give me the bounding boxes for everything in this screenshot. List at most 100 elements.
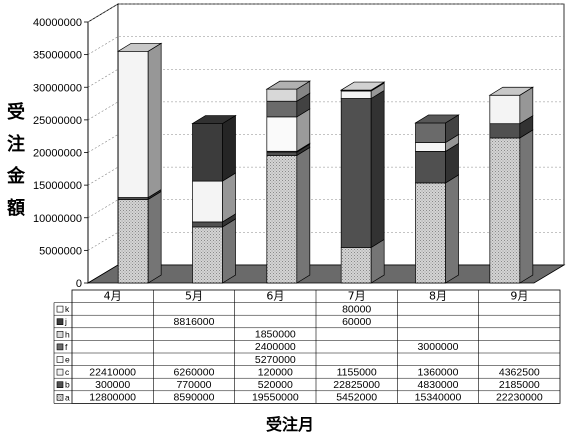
table-cell: 4830000 — [418, 379, 459, 391]
y-tick-label: 10000000 — [33, 213, 82, 225]
table-cell: 8816000 — [174, 316, 215, 328]
legend-swatch-k — [56, 305, 64, 313]
bar-top — [414, 114, 460, 124]
gridline — [87, 36, 564, 55]
category-label: 8月 — [429, 290, 447, 303]
table-cell: 12800000 — [89, 392, 136, 404]
table-cell: 520000 — [258, 379, 293, 391]
table-cell: 80000 — [342, 303, 371, 315]
bar-segment-f — [266, 100, 298, 118]
y-tick-label: 15000000 — [33, 180, 82, 192]
y-tick-label: 35000000 — [33, 50, 82, 62]
bar-stack-1 — [116, 42, 163, 284]
y-axis-ticks: 0 5000000 10000000 15000000 20000000 25000000… — [33, 17, 89, 290]
bar-segment-c — [415, 142, 446, 152]
table-cell: 1850000 — [255, 329, 296, 341]
table-cell: 5270000 — [255, 354, 296, 366]
bar-top — [191, 115, 237, 124]
table-cell: 770000 — [176, 379, 211, 391]
x-axis-categories: 4月 5月 6月 7月 8月 9月 — [104, 290, 529, 303]
bar-segment-a — [489, 137, 521, 284]
gridline — [87, 3, 564, 23]
bar-segment-b — [192, 221, 223, 228]
bar-segment-b — [415, 151, 446, 184]
table-cell: 4362500 — [499, 366, 540, 378]
table-cell: 60000 — [342, 316, 371, 328]
y-axis-title: 受注金額 — [6, 101, 26, 219]
bar-stack-4 — [339, 81, 386, 284]
legend-label-j: j — [64, 317, 67, 327]
bar-segment-a — [266, 155, 298, 284]
table-cell: 2400000 — [255, 341, 296, 353]
bar-stack-2 — [191, 114, 237, 284]
table-cell: 1360000 — [418, 366, 459, 378]
table-cell: 1155000 — [337, 366, 377, 378]
bar-side-a — [222, 218, 236, 284]
bar-segment-a — [415, 182, 446, 284]
data-table: k 80000 j 8816000 60000 h 1850000 f 2400000 30000… — [53, 289, 561, 404]
gridline — [87, 68, 564, 88]
x-axis-title: 受注月 — [266, 415, 314, 434]
bar-side-a — [147, 190, 162, 284]
bar-segment-b — [340, 98, 372, 248]
bar-segment-h — [266, 88, 298, 102]
bar-segment-b — [266, 151, 298, 156]
category-label: 9月 — [510, 290, 528, 303]
legend-label-e: e — [65, 355, 70, 365]
bar-side-c — [222, 172, 236, 223]
bar-side-a — [519, 129, 534, 284]
legend-label-c: c — [65, 367, 70, 377]
legend-swatch-a — [56, 393, 64, 401]
bar-top — [339, 81, 386, 91]
svg-text:受注金額: 受注金額 — [6, 101, 26, 219]
bar-stack-3 — [265, 80, 312, 284]
bar-stack-6 — [488, 86, 535, 284]
y-tick-label: 40000000 — [33, 17, 82, 29]
legend-swatch-f — [56, 343, 64, 351]
table-cell: 22230000 — [496, 392, 543, 404]
bar-side-a — [445, 174, 459, 284]
bar-side-c — [147, 42, 162, 199]
table-cell: 300000 — [95, 379, 130, 391]
bar-segment-a — [192, 226, 223, 284]
legend-label-k: k — [65, 304, 70, 314]
table-cell: 6260000 — [174, 366, 215, 378]
bar-side-b — [370, 89, 385, 249]
bars — [116, 42, 535, 284]
y-tick-label: 5000000 — [39, 245, 82, 257]
y-tick-label: 30000000 — [33, 82, 82, 94]
bar-segment-f — [415, 122, 446, 143]
legend-swatch-e — [56, 356, 64, 363]
bar-top — [116, 42, 163, 52]
legend-label-a: a — [65, 392, 70, 402]
legend-swatch-h — [56, 330, 64, 338]
category-label: 4月 — [104, 290, 122, 303]
category-label: 6月 — [266, 290, 284, 303]
table-cell: 8590000 — [174, 392, 215, 404]
bar-segment-a — [340, 247, 372, 284]
bar-segment-j — [192, 123, 223, 182]
table-cell: 5452000 — [336, 392, 377, 404]
bar-segment-c — [489, 94, 521, 125]
bar-segment-c — [192, 180, 223, 223]
legend-swatch-b — [56, 381, 64, 389]
category-label: 7月 — [348, 290, 366, 303]
bar-side-a — [296, 146, 311, 284]
table-cell: 19550000 — [252, 392, 299, 404]
legend-label-h: h — [65, 329, 70, 339]
legend-swatch-c — [56, 368, 64, 376]
bar-side-j — [222, 114, 236, 182]
y-tick-label: 20000000 — [33, 148, 82, 160]
table-cell: 3000000 — [418, 341, 459, 353]
bar-segment-c — [340, 90, 372, 99]
table-cell: 22410000 — [89, 366, 136, 378]
y-tick-label: 0 — [76, 278, 82, 290]
bar-segment-a — [117, 199, 149, 284]
legend-swatch-j — [56, 318, 64, 326]
bar-segment-b — [489, 123, 521, 139]
y-tick-label: 25000000 — [33, 115, 82, 127]
bar-segment-e — [266, 116, 298, 152]
table-cell: 120000 — [258, 366, 293, 378]
legend-label-b: b — [65, 380, 70, 390]
